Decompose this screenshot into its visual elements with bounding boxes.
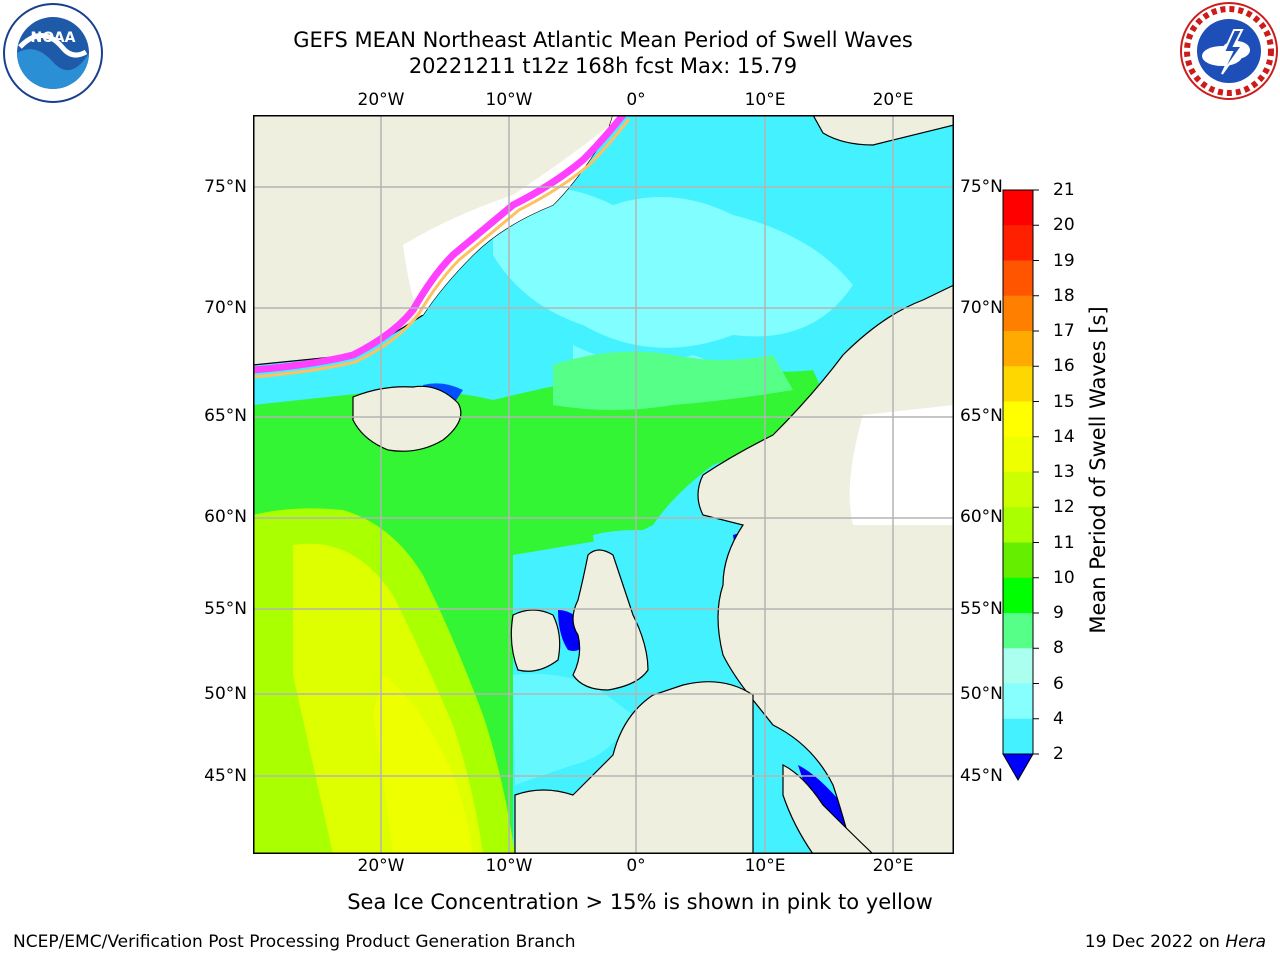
colorbar-tick-label: 12: [1053, 497, 1075, 518]
lon-label-top: 20°E: [872, 90, 914, 110]
colorbar-under-arrow: [1002, 753, 1034, 782]
colorbar-tick-label: 21: [1053, 180, 1075, 200]
nws-logo-icon: [1180, 2, 1278, 100]
lon-label-bottom: 20°E: [872, 856, 914, 876]
colorbar-tick-label: 18: [1053, 285, 1075, 306]
lon-label-bottom: 20°W: [357, 856, 405, 876]
ice-edge-pink: [253, 115, 626, 374]
colorbar-segment: [1003, 436, 1033, 473]
colorbar-segment: [1003, 366, 1033, 402]
chart-subtitle: 20221211 t12z 168h fcst Max: 15.79: [408, 54, 798, 78]
lon-label-bottom: 0°: [626, 856, 646, 876]
svalbard: [812, 115, 954, 146]
colorbar-tick-label: 17: [1053, 321, 1075, 341]
lon-label-top: 0°: [626, 90, 646, 110]
lat-label-right: 60°N: [960, 507, 1003, 527]
lon-label-top: 20°W: [357, 90, 405, 110]
iberia-france: [514, 681, 754, 854]
colorbar-segment: [1003, 683, 1033, 720]
colorbar-tick-label: 15: [1053, 391, 1075, 412]
colorbar-tick-label: 11: [1053, 532, 1075, 553]
lat-label-left: 60°N: [204, 507, 247, 527]
great-britain: [572, 549, 649, 691]
lat-label-left: 70°N: [204, 298, 247, 318]
chart-title: GEFS MEAN Northeast Atlantic Mean Period…: [293, 28, 913, 52]
noaa-logo-icon: NOAA: [3, 3, 103, 103]
colorbar-segment: [1003, 401, 1033, 438]
lat-label-right: 75°N: [960, 177, 1003, 197]
colorbar-tick-label: 20: [1053, 215, 1075, 236]
lat-label-right: 65°N: [960, 406, 1003, 426]
colorbar-segment: [1003, 295, 1033, 332]
colorbar-tick-label: 4: [1053, 708, 1064, 729]
colorbar-tick-label: 16: [1053, 356, 1075, 377]
colorbar-segment: [1003, 718, 1033, 755]
map-frame: [253, 115, 954, 854]
colorbar-segment: [1003, 542, 1033, 579]
ireland: [510, 609, 561, 672]
colorbar-label: Mean Period of Swell Waves [s]: [1086, 306, 1110, 634]
noaa-logo-text: NOAA: [31, 30, 76, 46]
lon-label-top: 10°W: [485, 90, 533, 110]
colorbar: [1002, 189, 1039, 782]
footer-date-text: 19 Dec 2022 on: [1084, 932, 1220, 952]
lat-label-left: 45°N: [204, 766, 247, 786]
colorbar-segment: [1003, 472, 1033, 508]
caption: Sea Ice Concentration > 15% is shown in …: [347, 890, 933, 914]
lon-label-top: 10°E: [744, 90, 786, 110]
iceland: [352, 385, 462, 452]
colorbar-tick-label: 10: [1053, 567, 1075, 588]
colorbar-segment: [1003, 190, 1033, 226]
italy: [782, 764, 874, 854]
ice-edge-yellow: [253, 118, 631, 379]
graticule: [253, 115, 954, 854]
lat-label-left: 65°N: [204, 406, 247, 426]
swell-period-map: [253, 115, 954, 854]
lat-label-right: 70°N: [960, 298, 1003, 318]
lon-label-bottom: 10°W: [485, 856, 533, 876]
colorbar-tick-label: 8: [1053, 638, 1064, 659]
colorbar-segment: [1003, 331, 1033, 367]
colorbar-segment: [1003, 260, 1033, 297]
colorbar-tick-label: 6: [1053, 673, 1064, 694]
colorbar-tick-label: 19: [1053, 250, 1075, 271]
colorbar-tick-label: 13: [1053, 462, 1075, 482]
lon-label-bottom: 10°E: [744, 856, 786, 876]
lat-label-right: 45°N: [960, 766, 1003, 786]
colorbar-segment: [1003, 613, 1033, 649]
colorbar-tick-label: 9: [1053, 603, 1064, 623]
colorbar-tick-label: 14: [1053, 426, 1075, 447]
lat-label-left: 55°N: [204, 599, 247, 619]
lat-label-left: 75°N: [204, 177, 247, 197]
lat-label-right: 50°N: [960, 684, 1003, 704]
zone-9-10s: [553, 351, 793, 410]
zone-14-15s: [373, 675, 473, 854]
footer-host: Hera: [1225, 932, 1266, 952]
gulf-of-bothnia: [849, 405, 954, 525]
colorbar-segment: [1003, 225, 1033, 261]
lat-label-right: 55°N: [960, 599, 1003, 619]
footer-date: 19 Dec 2022 on Hera: [1085, 932, 1266, 952]
colorbar-segment: [1003, 577, 1033, 614]
colorbar-tick-label: 2: [1053, 744, 1064, 764]
colorbar-segment: [1003, 648, 1033, 684]
footer-credit: NCEP/EMC/Verification Post Processing Pr…: [13, 932, 576, 952]
zone-channel-biscay: [513, 673, 633, 785]
lat-label-left: 50°N: [204, 684, 247, 704]
colorbar-segment: [1003, 507, 1033, 543]
